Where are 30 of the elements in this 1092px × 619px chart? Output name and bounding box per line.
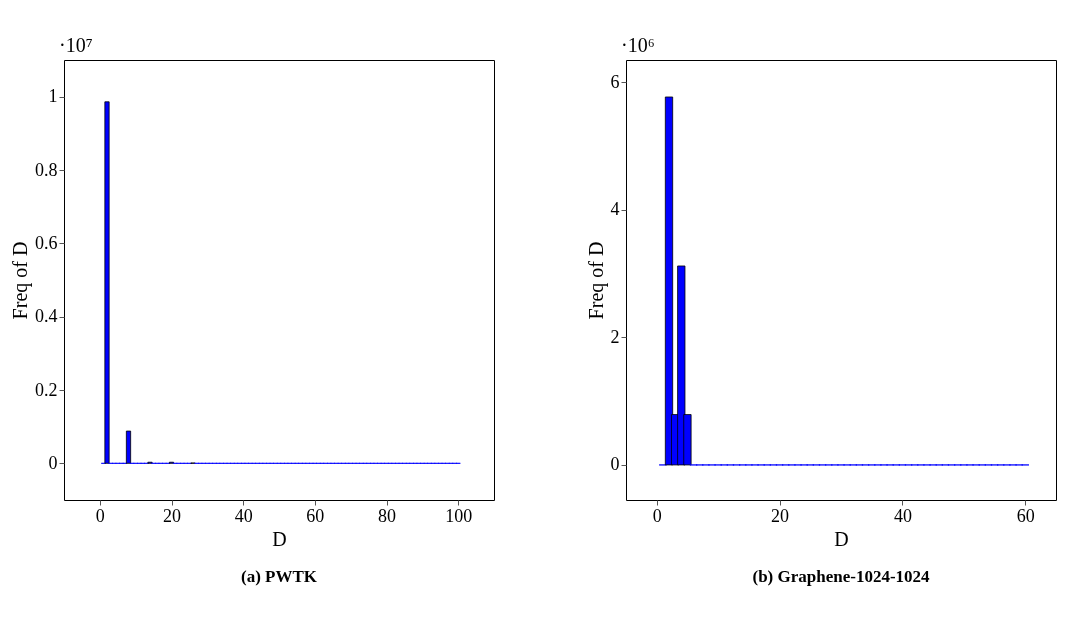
x-tick-label: 80 (378, 505, 396, 526)
y-tick-label: 2 (610, 326, 620, 347)
y-tick-label: 0.6 (35, 232, 58, 253)
x-tick-label: 40 (893, 505, 912, 526)
x-tick-label: 0 (652, 505, 662, 526)
x-tick-label: 0 (95, 505, 105, 526)
text: (b) Graphene-1024-1024 (752, 567, 931, 586)
y-tick-label: 0.8 (35, 159, 58, 180)
x-tick-label: 40 (234, 505, 253, 526)
y-tick-label: 0.2 (35, 379, 58, 400)
x-tick-label: 100 (445, 505, 473, 526)
x-tick-label: 20 (163, 505, 181, 526)
y-axis-title: Freq of D (584, 241, 608, 320)
y-tick-label: 4 (610, 199, 620, 220)
text: ·10⁶ (621, 34, 655, 56)
bar (125, 430, 132, 464)
y-tick-label: 0 (610, 454, 620, 475)
text: (a) PWTK (240, 567, 318, 586)
bar (104, 101, 110, 464)
x-axis-title: D (834, 527, 849, 550)
x-tick-label: 60 (306, 505, 325, 526)
x-tick-label: 60 (1016, 505, 1035, 526)
y-axis-title: Freq of D (9, 241, 32, 320)
x-tick-label: 20 (771, 505, 790, 526)
y-tick-label: 0 (48, 452, 58, 473)
y-tick-label: 0.4 (35, 306, 58, 327)
y-tick-label: 6 (610, 71, 620, 92)
y-tick-label: 1 (48, 86, 58, 107)
text: ·10⁷ (59, 34, 93, 56)
x-axis-title: D (272, 527, 287, 550)
